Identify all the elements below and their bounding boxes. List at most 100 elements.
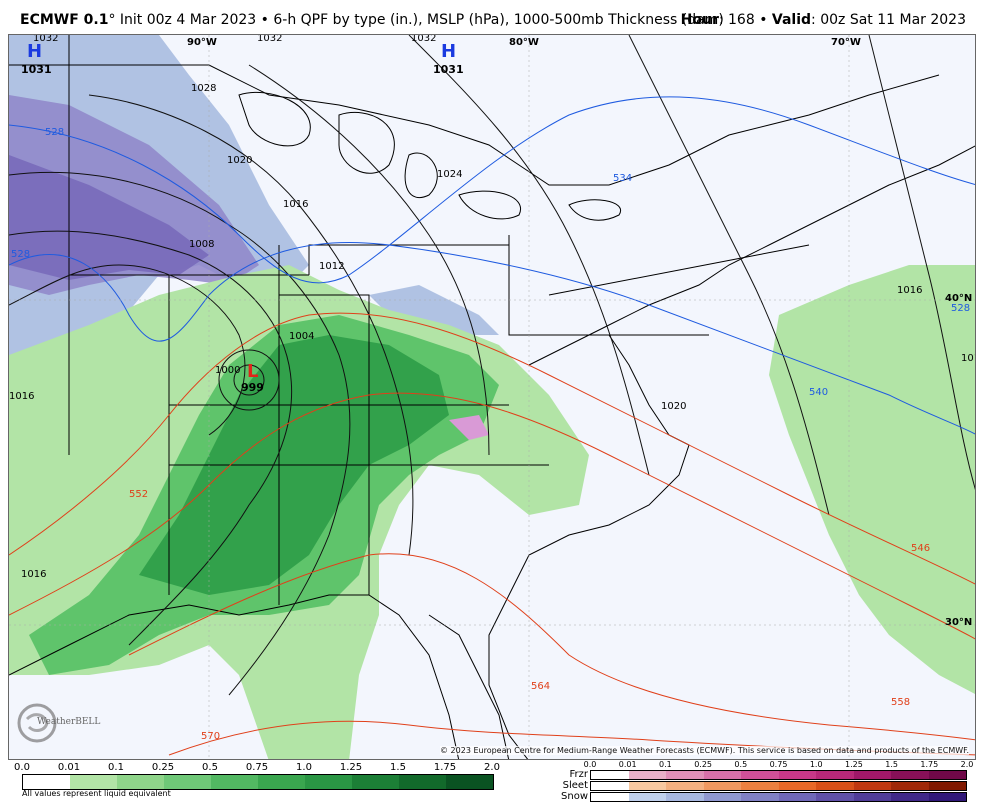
- isobar-label: 1032: [257, 34, 283, 44]
- type-color-swatch: [628, 793, 666, 801]
- qpf-tick-label: 1.5: [390, 762, 406, 773]
- type-color-swatch: [741, 771, 779, 779]
- thickness-label: 528: [951, 303, 971, 314]
- type-color-swatch: [778, 793, 816, 801]
- qpf-tick-label: 0.01: [57, 762, 81, 773]
- type-color-swatch: [666, 782, 704, 790]
- isobar-label: 1024: [437, 169, 463, 180]
- type-tick-label: 0.0: [583, 760, 597, 769]
- isobar-label: 1004: [289, 331, 315, 342]
- state-line: [68, 35, 810, 605]
- isobar-label: 1020: [661, 401, 687, 412]
- isobar: [88, 94, 414, 556]
- east-coast: [488, 334, 690, 759]
- type-color-swatch: [853, 782, 891, 790]
- type-tick-label: 1.25: [844, 760, 863, 769]
- qpf-color-swatch: [117, 775, 164, 789]
- qpf-color-swatch: [23, 775, 70, 789]
- thickness-label: 564: [531, 681, 551, 692]
- high-pressure-value: 1031: [433, 63, 464, 76]
- isobar-label: 1012: [961, 353, 975, 364]
- qpf-color-swatch: [305, 775, 352, 789]
- model-name: ECMWF 0.1: [20, 12, 109, 28]
- isobar-label: 1020: [227, 155, 253, 166]
- high-pressure-symbol: H: [27, 41, 43, 62]
- isobar: [628, 35, 830, 516]
- type-tick-label: 1.5: [885, 760, 898, 769]
- snow-area-core: [9, 155, 209, 280]
- type-color-swatch: [666, 771, 704, 779]
- degree-symbol: °: [108, 12, 116, 28]
- isobar-label: 1008: [189, 239, 215, 250]
- thickness-label: 540: [809, 387, 829, 398]
- type-color-swatch: [816, 771, 854, 779]
- qpf-tick-label: 0.75: [245, 762, 269, 773]
- qpf-legend-note: All values represent liquid equivalent: [22, 789, 171, 798]
- canada-border: [9, 64, 940, 186]
- lat-label-40n: 40°N: [945, 293, 973, 304]
- high-pressure-value: 1031: [21, 63, 52, 76]
- type-color-swatch: [928, 793, 966, 801]
- thickness-label: 546: [911, 543, 931, 554]
- type-color-swatch: [816, 782, 854, 790]
- type-row-label: Snow: [561, 791, 588, 802]
- isobar-label: 1000: [215, 365, 241, 376]
- type-color-swatch: [741, 782, 779, 790]
- hour-value: : 168 •: [718, 12, 772, 28]
- copyright-notice: © 2023 European Centre for Medium-Range …: [440, 746, 969, 755]
- high-pressure-symbol: H: [441, 41, 457, 62]
- qpf-color-swatch: [211, 775, 258, 789]
- map-canvas: [9, 35, 975, 759]
- thickness-label: 570: [201, 731, 221, 742]
- isobar-label: 1012: [319, 261, 345, 272]
- isobar-label: 1032: [411, 34, 437, 44]
- type-tick-label: 2.0: [960, 760, 974, 769]
- type-color-swatch: [741, 793, 779, 801]
- qpf-tick-label: 1.25: [339, 762, 363, 773]
- type-color-bar: [590, 792, 967, 802]
- qpf-tick-label: 2.0: [484, 762, 500, 773]
- great-lakes: [238, 91, 622, 221]
- type-color-swatch: [928, 782, 966, 790]
- isobar: [9, 230, 293, 646]
- isobar-label: 1016: [283, 199, 309, 210]
- low-center: [233, 364, 265, 396]
- lon-label-70w: 70°W: [831, 37, 861, 48]
- map-description: Init 00z 4 Mar 2023 • 6-h QPF by type (i…: [115, 12, 724, 28]
- low-pressure-value: 999: [241, 381, 264, 394]
- type-color-swatch: [591, 782, 629, 790]
- type-color-swatch: [891, 782, 929, 790]
- type-tick-label: 1.75: [920, 760, 939, 769]
- isobar-label: 1032: [33, 34, 59, 44]
- type-legend-ticks: 0.0 0.01 0.1 0.25 0.5 0.75 1.0 1.25 1.5 1.75 2.0: [584, 760, 974, 770]
- hour-label: Hour: [680, 12, 719, 28]
- florida: [428, 614, 510, 759]
- type-color-swatch: [853, 771, 891, 779]
- rain-area-atlantic: [769, 265, 975, 694]
- precip-type-legend: 0.0 0.01 0.1 0.25 0.5 0.75 1.0 1.25 1.5 1.75 2.0 F…: [556, 760, 974, 804]
- lat-label-30n: 30°N: [945, 617, 973, 628]
- mix-area: [449, 415, 489, 440]
- lon-label-80w: 80°W: [509, 37, 539, 48]
- isobar-label: 1016: [21, 569, 47, 580]
- type-tick-label: 0.75: [769, 760, 788, 769]
- qpf-color-swatch: [258, 775, 305, 789]
- thickness-label: 528: [11, 249, 31, 260]
- type-row-label: Frzr: [569, 769, 589, 780]
- logo-text: WeatherBELL: [37, 717, 101, 727]
- qpf-tick-label: 0.5: [202, 762, 218, 773]
- type-color-swatch: [703, 793, 741, 801]
- qpf-color-swatch: [352, 775, 399, 789]
- qpf-tick-label: 1.75: [433, 762, 457, 773]
- qpf-tick-label: 0.25: [151, 762, 175, 773]
- type-row-label: Sleet: [562, 780, 588, 791]
- isobar: [9, 171, 351, 696]
- forecast-hour: Hour: 168 • Valid: 00z Sat 11 Mar 2023: [681, 12, 966, 28]
- qpf-color-swatch: [446, 775, 493, 789]
- type-color-swatch: [591, 793, 629, 801]
- type-color-swatch: [628, 771, 666, 779]
- type-tick-label: 0.01: [618, 760, 637, 769]
- forecast-map: 90°W 80°W 70°W 40°N 30°N H 1031 H 1031 L…: [8, 34, 976, 760]
- valid-label: Valid: [771, 12, 812, 28]
- qpf-color-swatch: [70, 775, 117, 789]
